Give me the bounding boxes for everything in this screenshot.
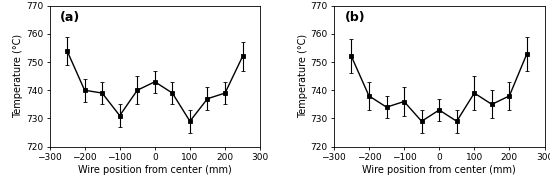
Y-axis label: Temperature (°C): Temperature (°C) bbox=[13, 34, 23, 118]
X-axis label: Wire position from center (mm): Wire position from center (mm) bbox=[78, 165, 232, 175]
X-axis label: Wire position from center (mm): Wire position from center (mm) bbox=[362, 165, 516, 175]
Text: (b): (b) bbox=[344, 11, 365, 24]
Text: (a): (a) bbox=[60, 11, 80, 24]
Y-axis label: Temperature (°C): Temperature (°C) bbox=[298, 34, 307, 118]
